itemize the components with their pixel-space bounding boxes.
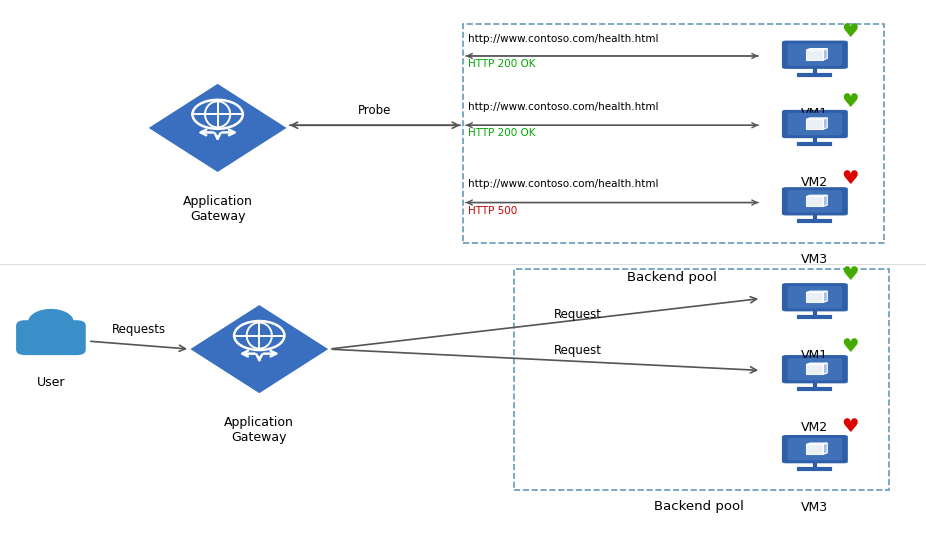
Polygon shape [807,119,823,129]
Polygon shape [807,443,827,445]
Text: http://www.contoso.com/health.html: http://www.contoso.com/health.html [468,34,658,44]
Text: ♥: ♥ [842,169,858,188]
Text: http://www.contoso.com/health.html: http://www.contoso.com/health.html [468,102,658,112]
Text: VM1: VM1 [801,349,829,362]
Text: HTTP 500: HTTP 500 [468,206,517,216]
Text: Request: Request [554,344,602,357]
FancyBboxPatch shape [782,187,848,216]
Polygon shape [823,363,827,374]
Text: Requests: Requests [112,323,166,336]
Text: VM3: VM3 [801,253,829,266]
Text: Application
Gateway: Application Gateway [182,195,253,223]
Text: VM2: VM2 [801,176,829,189]
Polygon shape [823,49,827,60]
Polygon shape [807,291,827,293]
Text: ♥: ♥ [842,417,858,436]
Polygon shape [807,49,827,50]
FancyBboxPatch shape [782,354,848,384]
Text: User: User [37,376,65,389]
FancyBboxPatch shape [16,320,86,355]
Polygon shape [823,195,827,206]
Text: http://www.contoso.com/health.html: http://www.contoso.com/health.html [468,179,658,189]
Text: Probe: Probe [358,104,392,117]
FancyBboxPatch shape [788,113,842,135]
Polygon shape [823,443,827,454]
Text: VM2: VM2 [801,421,829,434]
Text: VM1: VM1 [801,107,829,119]
Text: ♥: ♥ [842,337,858,356]
Bar [463,24,884,243]
Text: VM3: VM3 [801,501,829,514]
Polygon shape [807,50,823,60]
Text: Application
Gateway: Application Gateway [224,416,294,444]
FancyBboxPatch shape [782,434,848,464]
Polygon shape [807,365,823,374]
Polygon shape [823,118,827,129]
Text: Backend pool: Backend pool [654,500,745,513]
Polygon shape [807,363,827,365]
Polygon shape [189,304,331,394]
Text: ♥: ♥ [842,22,858,42]
FancyBboxPatch shape [782,282,848,312]
Text: ♥: ♥ [842,265,858,284]
Text: Request: Request [554,308,602,321]
FancyBboxPatch shape [788,190,842,213]
Circle shape [28,309,74,335]
Text: HTTP 200 OK: HTTP 200 OK [468,128,535,139]
FancyBboxPatch shape [788,358,842,381]
Text: Backend pool: Backend pool [627,271,718,284]
FancyBboxPatch shape [788,44,842,66]
Polygon shape [807,195,827,197]
FancyBboxPatch shape [788,286,842,309]
Polygon shape [807,118,827,119]
FancyBboxPatch shape [782,40,848,70]
Polygon shape [807,197,823,206]
Polygon shape [807,293,823,302]
Bar [514,269,889,490]
Text: ♥: ♥ [842,92,858,111]
Text: HTTP 200 OK: HTTP 200 OK [468,59,535,69]
FancyBboxPatch shape [782,109,848,139]
Polygon shape [146,83,289,173]
Polygon shape [807,445,823,454]
FancyBboxPatch shape [788,438,842,461]
Polygon shape [823,291,827,302]
